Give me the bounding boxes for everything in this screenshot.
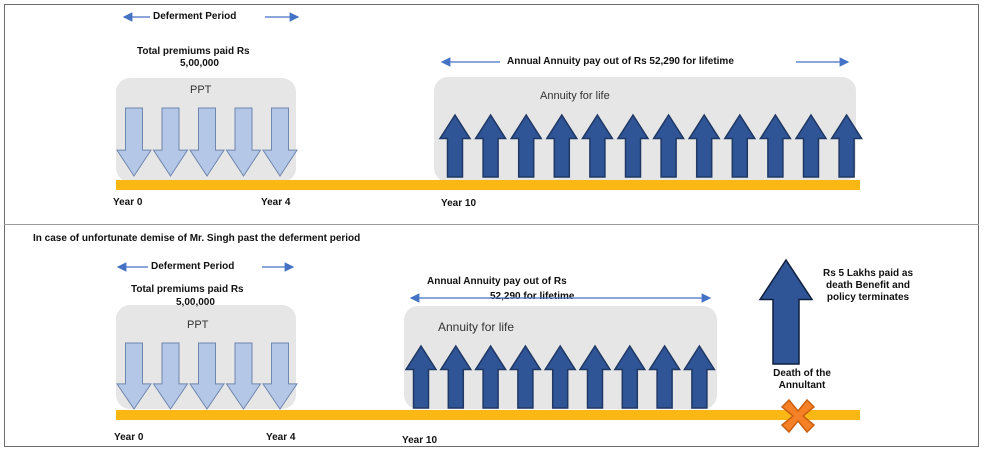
year4-label-top: Year 4 [261, 197, 291, 208]
annuity-arrow-top [759, 113, 792, 178]
scenario-label: In case of unfortunate demise of Mr. Sin… [33, 233, 361, 244]
annuity-arrow-bottom [578, 344, 612, 409]
premium-label-bottom-line2: 5,00,000 [176, 297, 215, 308]
premium-arrow-top [189, 107, 225, 177]
death-label: Death of the Annultant [752, 368, 852, 392]
annuity-arrow-bottom [543, 344, 577, 409]
annuity-box-top [434, 77, 856, 182]
year10-label-bottom: Year 10 [402, 435, 438, 446]
death-benefit-line1: Rs 5 Lakhs paid as [822, 268, 914, 279]
annuity-arrow-bottom [613, 344, 647, 409]
premium-arrow-bottom [262, 342, 298, 410]
timeline-bar-bottom [116, 410, 860, 420]
premium-arrow-bottom [116, 342, 152, 410]
annuity-arrow-bottom [683, 344, 716, 409]
annuity-arrow-top [723, 113, 757, 178]
timeline-bar-top [116, 180, 860, 190]
premium-arrow-top [116, 107, 152, 177]
annuity-arrow-top [794, 113, 828, 178]
deferment-label-bottom: Deferment Period [151, 261, 235, 272]
death-benefit-label: Rs 5 Lakhs paid as death Benefit and pol… [808, 268, 928, 304]
annuity-pay-label-top: Annual Annuity pay out of Rs 52,290 for … [507, 56, 734, 67]
death-benefit-line3: policy terminates [826, 292, 910, 303]
death-label-line2: Annultant [778, 380, 826, 391]
section-divider [4, 224, 979, 225]
year0-label-top: Year 0 [113, 197, 143, 208]
annuity-arrow-top [474, 113, 507, 178]
annuity-arrow-top [830, 113, 863, 178]
premium-arrow-bottom [189, 342, 225, 410]
annuity-arrow-top [652, 113, 685, 178]
death-benefit-arrow [758, 258, 814, 365]
death-label-line1: Death of the [773, 368, 831, 379]
premium-arrow-top [262, 107, 298, 177]
premium-arrow-bottom [225, 342, 262, 410]
deferment-label-top: Deferment Period [153, 11, 237, 22]
annuity-box-label-top: Annuity for life [540, 90, 610, 102]
annuity-box-label-bottom: Annuity for life [438, 320, 515, 334]
annuity-arrow-top [438, 113, 472, 178]
premium-label-top-line2: 5,00,000 [180, 58, 219, 69]
annuity-arrow-bottom [509, 344, 542, 409]
annuity-arrow-top [581, 113, 614, 178]
premium-arrow-top [152, 107, 189, 177]
annuity-arrow-bottom [474, 344, 507, 409]
diagram-frame [4, 4, 979, 447]
annuity-arrow-top [545, 113, 579, 178]
death-cross-icon [780, 398, 816, 434]
annuity-arrow-bottom [404, 344, 438, 409]
year4-label-bottom: Year 4 [266, 432, 296, 443]
annuity-arrow-bottom [439, 344, 473, 409]
year0-label-bottom: Year 0 [114, 432, 144, 443]
premium-arrow-top [225, 107, 262, 177]
ppt-label-bottom: PPT [187, 319, 209, 331]
annuity-arrow-bottom [648, 344, 681, 409]
premium-label-top-line1: Total premiums paid Rs [137, 46, 250, 57]
annuity-pay-label-bottom-line1: Annual Annuity pay out of Rs [427, 276, 567, 287]
annuity-arrow-top [616, 113, 650, 178]
annuity-arrow-top [687, 113, 721, 178]
death-benefit-line2: death Benefit and [826, 280, 910, 291]
ppt-label-top: PPT [190, 84, 212, 96]
annuity-arrow-top [509, 113, 543, 178]
premium-label-bottom-line1: Total premiums paid Rs [131, 284, 244, 295]
premium-arrow-bottom [152, 342, 189, 410]
year10-label-top: Year 10 [441, 198, 477, 209]
